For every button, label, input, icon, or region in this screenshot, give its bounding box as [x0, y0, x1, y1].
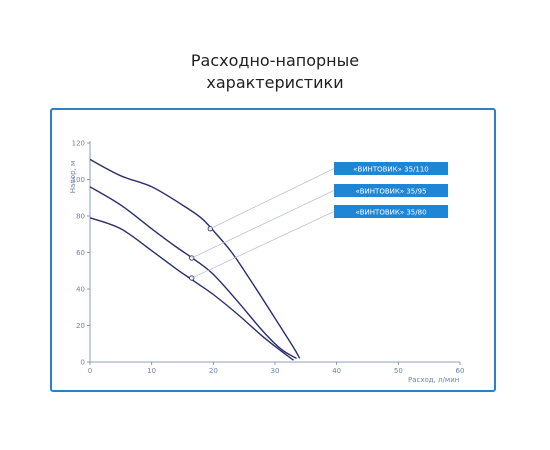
chart-frame [50, 108, 496, 392]
legend-label: «ВИНТОВИК» 35/80 [355, 208, 426, 216]
leader-lines [191, 168, 335, 279]
x-tick-label: 30 [271, 367, 280, 375]
x-tick-label: 20 [209, 367, 218, 375]
y-tick-label: 20 [76, 322, 85, 330]
series-line [89, 186, 297, 360]
legend-label: «ВИНТОВИК» 35/110 [353, 165, 429, 173]
x-tick-label: 50 [394, 367, 403, 375]
chart-title-line1: Расходно-напорные [190, 51, 360, 70]
x-tick-label: 0 [88, 367, 92, 375]
x-tick-label: 40 [332, 367, 341, 375]
curves [89, 158, 301, 361]
series-line [89, 217, 294, 361]
x-tick-label: 60 [456, 367, 465, 375]
y-tick-label: 0 [81, 359, 85, 367]
legend-box [334, 184, 448, 197]
leader-line [191, 211, 335, 279]
leader-line [191, 190, 335, 259]
x-axis-label: Расход, л/мин [408, 376, 459, 384]
y-tick-label: 120 [72, 140, 85, 148]
axes: 0 10 20 30 40 50 60 0 20 40 60 80 100 120 [72, 140, 465, 376]
leader-line [210, 168, 335, 230]
x-tick-label: 10 [147, 367, 156, 375]
chart-title: Расходно-напорные характеристики [0, 50, 550, 94]
chart-title-line2: характеристики [206, 73, 344, 92]
y-tick-label: 80 [76, 213, 85, 221]
y-tick-label: 60 [76, 249, 85, 257]
legend: «ВИНТОВИК» 35/110 «ВИНТОВИК» 35/95 «ВИНТОВ… [334, 162, 448, 218]
y-tick-label: 100 [72, 176, 85, 184]
series-line [89, 158, 301, 359]
legend-label: «ВИНТОВИК» 35/95 [355, 187, 426, 195]
legend-box [334, 205, 448, 218]
y-tick-label: 40 [76, 286, 85, 294]
legend-box [334, 162, 448, 175]
y-axis-label: Напор, м [69, 161, 77, 194]
